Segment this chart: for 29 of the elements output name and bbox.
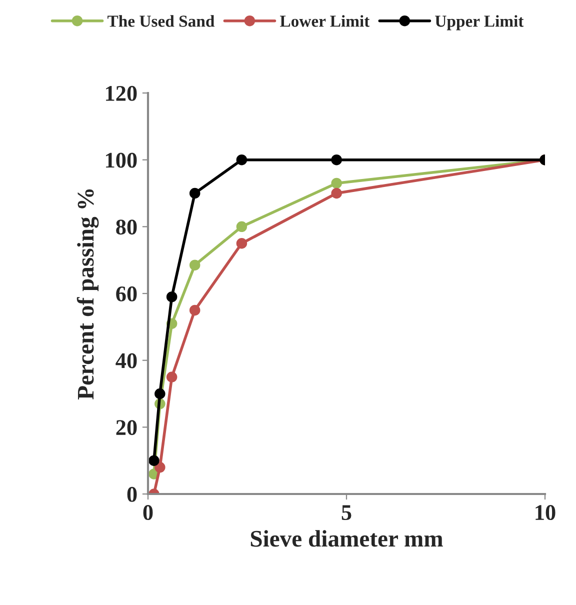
y-tick-label: 100 [106, 152, 137, 168]
point [331, 154, 342, 166]
y-tick-label: 20 [116, 420, 137, 436]
point [331, 188, 342, 199]
point [189, 260, 200, 270]
point [148, 455, 160, 466]
y-axis-title: Percent of passing % [76, 189, 99, 400]
y-tick-label: 40 [116, 353, 137, 368]
x-tick-label: 10 [536, 505, 556, 520]
point [189, 304, 200, 316]
legend-label: Upper Limit [435, 15, 524, 30]
x-tick-label: 0 [143, 505, 153, 520]
y-tick-label: 60 [116, 286, 137, 302]
x-axis-title: Sieve diameter mm [250, 530, 443, 547]
point [154, 388, 166, 400]
point [166, 291, 178, 302]
y-tick-label: 120 [106, 86, 137, 101]
point [236, 238, 248, 249]
point [236, 221, 248, 232]
point [154, 462, 166, 473]
point [189, 188, 200, 199]
point [166, 372, 178, 382]
legend-label: The Used Sand [108, 15, 215, 27]
y-tick-label: 80 [116, 220, 137, 235]
x-tick-label: 5 [342, 505, 352, 520]
point [236, 154, 248, 166]
y-tick-label: 0 [127, 486, 137, 502]
legend-label: Lower Limit [280, 15, 370, 27]
point [331, 178, 342, 189]
